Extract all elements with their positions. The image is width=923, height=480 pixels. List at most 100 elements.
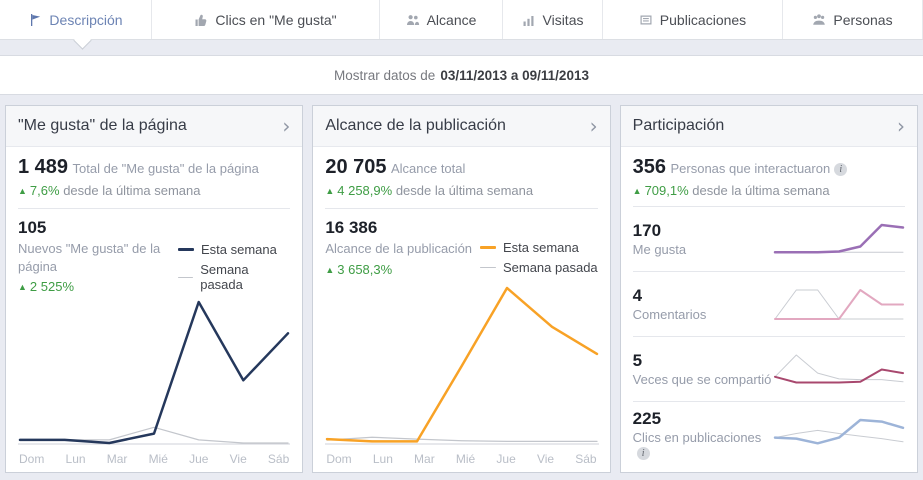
info-icon[interactable]: i <box>636 446 650 460</box>
tab-like-clicks[interactable]: Clics en "Me gusta" <box>152 0 380 39</box>
x-axis-label: Vie <box>229 452 247 466</box>
total-reach-value: 20 705 <box>325 156 387 178</box>
comments-sparkline <box>773 283 905 326</box>
total-reach-label: Alcance total <box>390 161 466 176</box>
up-arrow-icon: ▲ <box>325 264 335 275</box>
legend-swatch-current <box>479 245 496 249</box>
new-likes-stat: 105 Nuevos "Me gusta" de la página ▲ 2 52… <box>18 218 290 294</box>
legend-label-previous: Semana pasada <box>200 262 249 293</box>
card-engagement-header[interactable]: Participación › <box>620 106 917 147</box>
likes-sparkline <box>773 218 905 261</box>
chevron-right-icon: › <box>282 114 291 138</box>
new-likes-chart-block: Dom Lun Mar Mié Jue Vie Sáb <box>18 295 290 466</box>
total-likes-value: 1 489 <box>18 156 69 178</box>
x-axis-label: Sáb <box>267 452 290 466</box>
up-arrow-icon: ▲ <box>325 186 335 196</box>
delta-percent: 7,6% <box>29 183 60 198</box>
engagement-row-shares: 5 Veces que se compartió <box>632 336 905 401</box>
x-axis-label: Lun <box>65 452 86 466</box>
legend-swatch-previous <box>178 276 194 278</box>
date-range-prefix: Mostrar datos de <box>334 67 436 83</box>
card-page-likes-header[interactable]: "Me gusta" de la página › <box>6 106 303 147</box>
post-reach-delta: ▲ 3 658,3% <box>325 262 472 277</box>
engagement-row-post-clicks: 225 Clics en publicacionesi <box>632 401 905 466</box>
x-axis-label: Jue <box>496 452 516 466</box>
people-engaged-stat: 356 Personas que interactuaron i ▲ 709,1% … <box>633 156 905 198</box>
delta-suffix: desde la última semana <box>63 183 201 198</box>
tab-posts[interactable]: Publicaciones <box>603 0 783 39</box>
up-arrow-icon: ▲ <box>18 282 27 293</box>
x-axis-label: Lun <box>372 452 393 466</box>
legend-label-current: Esta semana <box>201 242 277 258</box>
date-range-value: 03/11/2013 a 09/11/2013 <box>440 67 589 83</box>
people-engaged-delta: ▲ 709,1% desde la última semana <box>633 183 905 198</box>
x-axis-label: Jue <box>189 452 209 466</box>
list-icon <box>640 15 652 24</box>
engagement-row-comments: 4 Comentarios <box>632 271 905 336</box>
tab-label: Clics en "Me gusta" <box>215 11 337 28</box>
bar-chart-icon <box>523 15 533 26</box>
x-axis-label: Sáb <box>575 452 597 466</box>
up-arrow-icon: ▲ <box>18 186 27 196</box>
cards-row: "Me gusta" de la página › 1 489 Total de… <box>0 95 923 473</box>
tab-visits[interactable]: Visitas <box>503 0 603 39</box>
new-likes-delta: ▲ 2 525% <box>18 279 178 294</box>
card-post-reach-header[interactable]: Alcance de la publicación › <box>313 106 610 147</box>
card-title: "Me gusta" de la página <box>18 117 187 134</box>
post-reach-stat: 16 386 Alcance de la publicación ▲ 3 658,… <box>325 218 597 277</box>
card-page-likes: "Me gusta" de la página › 1 489 Total de… <box>5 105 304 473</box>
x-axis-label: Vie <box>536 452 555 466</box>
tab-reach[interactable]: Alcance <box>380 0 503 39</box>
tab-overview[interactable]: Descripción <box>0 0 152 39</box>
delta-percent: 709,1% <box>644 183 689 198</box>
post-reach-chart-block: Dom Lun Mar Mié Jue Vie Sáb <box>325 281 600 466</box>
shares-label: Veces que se compartió <box>632 372 772 387</box>
shares-value: 5 <box>632 351 643 370</box>
delta-percent: 2 525% <box>29 279 75 295</box>
post-clicks-label: Clics en publicacionesi <box>632 429 762 460</box>
post-reach-label: Alcance de la publicación <box>325 241 473 256</box>
card-title: Alcance de la publicación <box>325 117 506 134</box>
card-post-reach: Alcance de la publicación › 20 705 Alcan… <box>312 105 611 473</box>
post-reach-line-chart <box>325 281 600 450</box>
tab-bar: Descripción Clics en "Me gusta" Alcance … <box>0 0 923 50</box>
x-axis-label: Mar <box>414 452 435 466</box>
date-range-bar: Mostrar datos de 03/11/2013 a 09/11/2013 <box>0 55 923 95</box>
chevron-right-icon: › <box>589 114 598 138</box>
x-axis-labels: Dom Lun Mar Mié Jue Vie Sáb <box>18 450 290 466</box>
thumbs-up-icon <box>195 14 207 26</box>
divider <box>325 208 598 209</box>
tab-label: Personas <box>833 11 893 28</box>
chart-legend: Esta semana Semana pasada <box>479 235 598 275</box>
delta-suffix: desde la última semana <box>692 183 830 198</box>
likes-label: Me gusta <box>632 242 687 257</box>
new-likes-value: 105 <box>18 218 47 237</box>
card-page-likes-body: 1 489 Total de "Me gusta" de la página ▲… <box>6 147 302 472</box>
tab-label: Publicaciones <box>659 11 747 28</box>
new-likes-label: Nuevos "Me gusta" de la página <box>18 241 161 274</box>
tab-label: Descripción <box>49 11 123 28</box>
people-group-icon <box>813 13 826 25</box>
divider <box>18 208 291 209</box>
x-axis-label: Mié <box>148 452 168 466</box>
card-engagement-body: 356 Personas que interactuaron i ▲ 709,1% … <box>621 147 917 472</box>
info-icon[interactable]: i <box>834 163 848 176</box>
x-axis-label: Dom <box>326 452 352 466</box>
flag-icon <box>31 13 41 26</box>
x-axis-label: Dom <box>19 452 45 466</box>
people-engaged-label: Personas que interactuaron <box>670 161 831 176</box>
total-reach-stat: 20 705 Alcance total ▲ 4 258,9% desde la … <box>325 156 597 198</box>
tab-people[interactable]: Personas <box>783 0 923 39</box>
legend-label-previous: Semana pasada <box>502 259 598 275</box>
legend-label-current: Esta semana <box>502 239 579 255</box>
tab-label: Visitas <box>542 11 584 28</box>
total-likes-stat: 1 489 Total de "Me gusta" de la página ▲… <box>18 156 290 198</box>
x-axis-labels: Dom Lun Mar Mié Jue Vie Sáb <box>325 450 597 466</box>
post-clicks-value: 225 <box>632 408 662 428</box>
comments-value: 4 <box>632 286 643 305</box>
x-axis-label: Mar <box>106 452 128 466</box>
card-title: Participación <box>632 117 725 134</box>
total-reach-delta: ▲ 4 258,9% desde la última semana <box>325 183 597 198</box>
chevron-right-icon: › <box>896 114 905 138</box>
post-reach-value: 16 386 <box>325 218 378 237</box>
